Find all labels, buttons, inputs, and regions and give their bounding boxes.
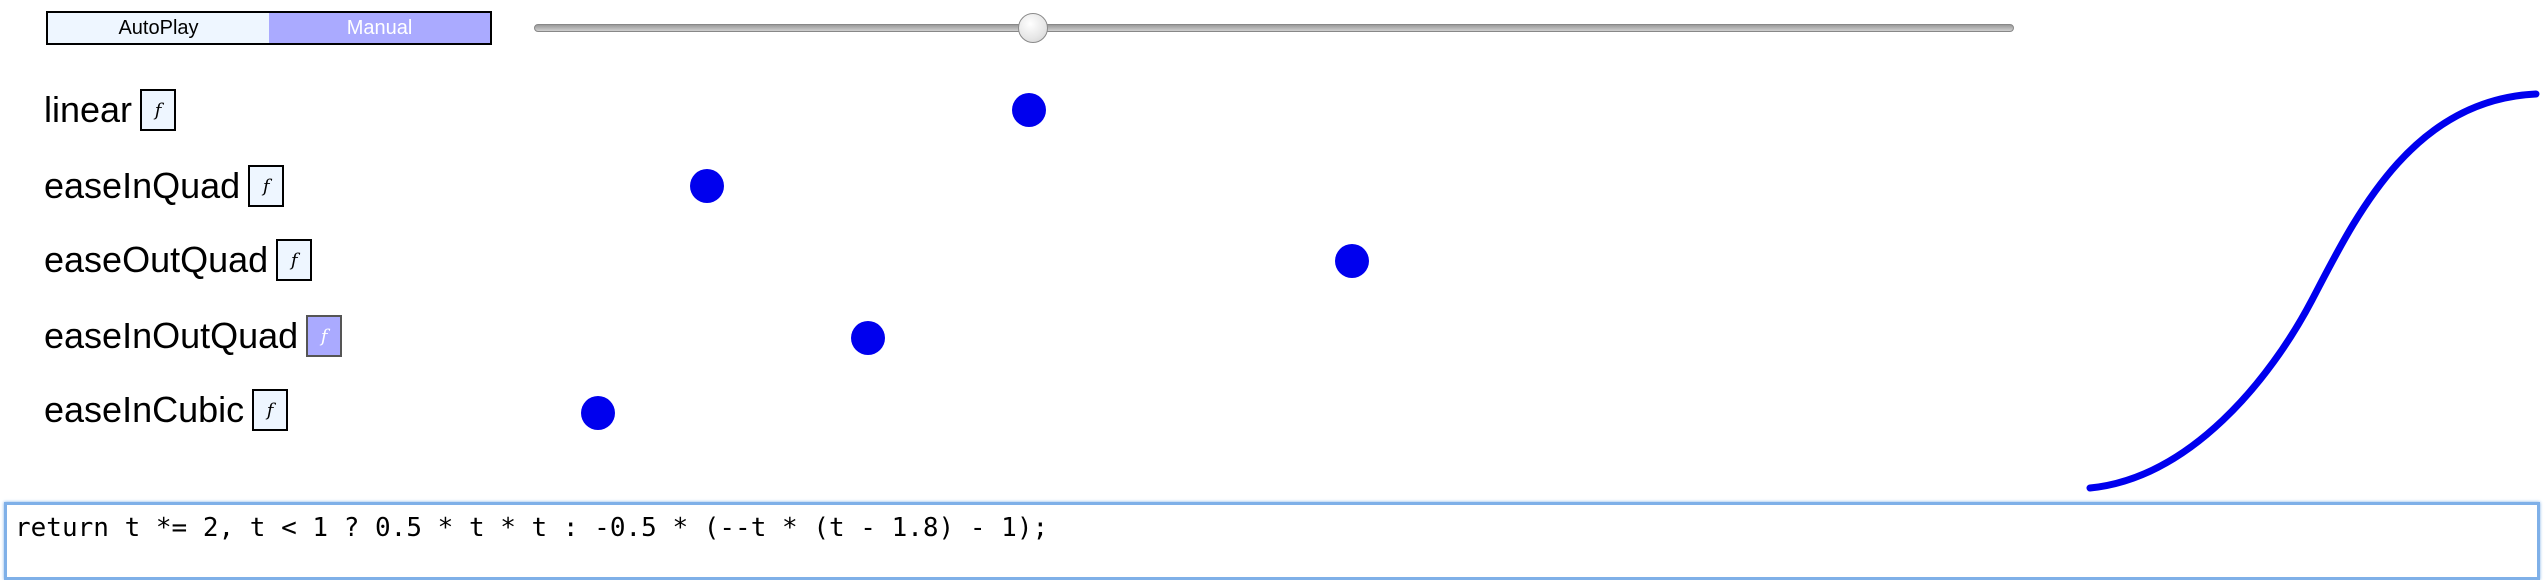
ease-name: easeInQuad — [44, 165, 241, 206]
time-slider-track[interactable] — [534, 24, 2014, 32]
ease-row-easeoutquad: easeOutQuad f — [0, 232, 2546, 288]
ease-name: easeOutQuad — [44, 239, 269, 280]
function-button[interactable]: f — [306, 315, 343, 357]
ease-row-easeinoutquad: easeInOutQuad f — [0, 308, 2546, 364]
ease-dot — [1335, 244, 1369, 278]
autoplay-option[interactable]: AutoPlay — [48, 13, 269, 43]
ease-name: linear — [44, 89, 133, 130]
time-slider-thumb[interactable] — [1018, 13, 1048, 43]
function-button[interactable]: f — [252, 389, 289, 431]
ease-row-easeinquad: easeInQuad f — [0, 158, 2546, 214]
manual-option[interactable]: Manual — [269, 13, 490, 43]
code-editor[interactable]: return t *= 2, t < 1 ? 0.5 * t * t : -0.… — [4, 502, 2540, 580]
function-button[interactable]: f — [276, 239, 313, 281]
function-button[interactable]: f — [248, 165, 285, 207]
easing-curve-line — [2086, 90, 2540, 492]
easing-curve-plot — [2086, 90, 2540, 492]
ease-name: easeInCubic — [44, 389, 245, 430]
ease-dot — [851, 321, 885, 355]
ease-dot — [1012, 93, 1046, 127]
mode-toggle: AutoPlay Manual — [46, 11, 492, 45]
ease-name: easeInOutQuad — [44, 315, 299, 356]
function-button[interactable]: f — [140, 89, 177, 131]
ease-dot — [690, 169, 724, 203]
ease-row-easeincubic: easeInCubic f — [0, 382, 2546, 438]
ease-row-linear: linear f — [0, 82, 2546, 138]
ease-dot — [581, 396, 615, 430]
